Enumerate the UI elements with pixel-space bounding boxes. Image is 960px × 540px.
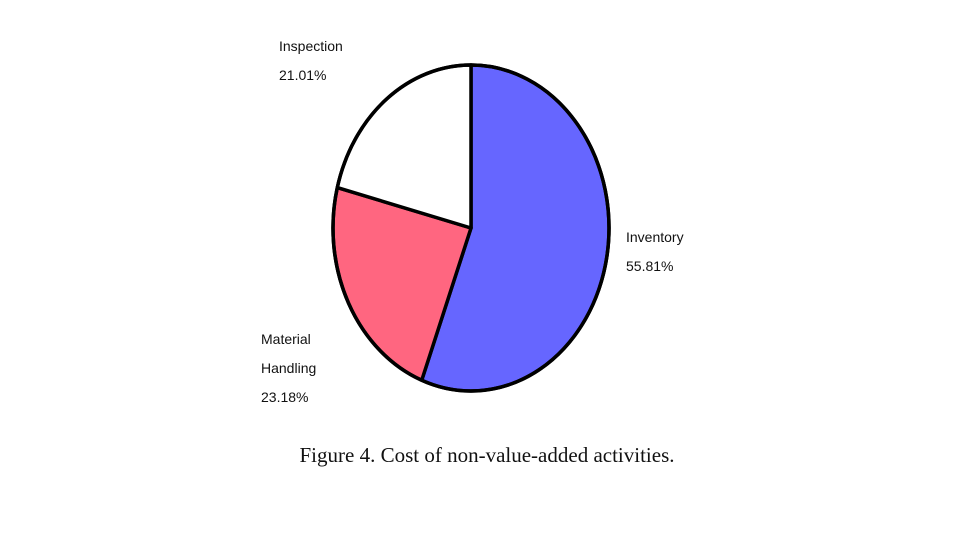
slice-name-label-inspection: Inspection: [279, 38, 343, 54]
slice-name-label-inventory: Inventory: [626, 229, 684, 245]
slice-name-label-material-handling: Material: [261, 331, 311, 347]
pie-slices: [331, 63, 611, 393]
slice-value-label-inspection: 21.01%: [279, 67, 326, 83]
slice-labels: Inventory 55.81% Material Handling 23.18% Ins…: [261, 38, 684, 405]
figure-caption: Figure 4. Cost of non-value-added activi…: [299, 443, 675, 467]
slice-value-label-inventory: 55.81%: [626, 258, 673, 274]
slice-value-label-material-handling: 23.18%: [261, 389, 308, 405]
slice-name-label-material-handling: Handling: [261, 360, 316, 376]
pie-outline: [331, 63, 611, 393]
